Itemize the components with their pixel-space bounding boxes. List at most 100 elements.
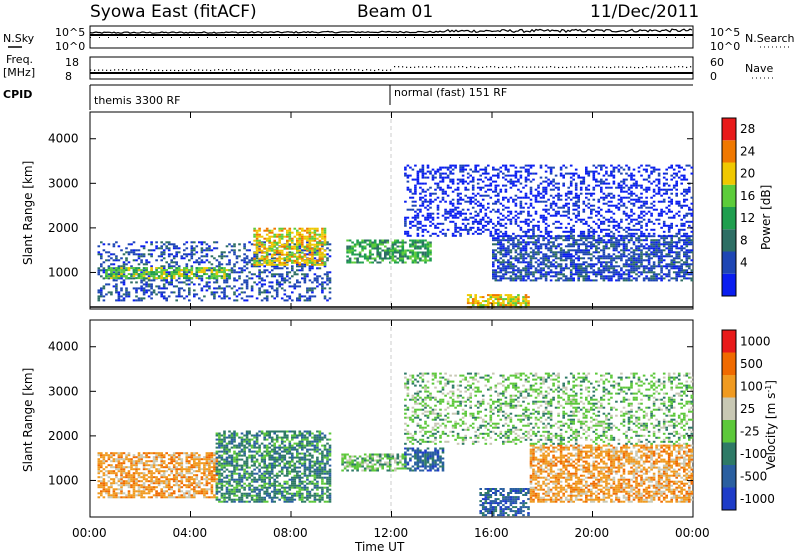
- heatmap-cell: [519, 279, 523, 282]
- heatmap-cell: [100, 265, 103, 268]
- heatmap-cell: [524, 247, 528, 250]
- heatmap-cell: [569, 271, 573, 274]
- heatmap-cell: [600, 239, 603, 242]
- heatmap-cell: [524, 296, 528, 299]
- heatmap-cell: [471, 188, 475, 191]
- heatmap-cell: [549, 235, 553, 238]
- heatmap-cell: [595, 247, 598, 250]
- heatmap-cell: [665, 255, 668, 258]
- heatmap-cell: [539, 200, 543, 203]
- heatmap-cell: [286, 231, 289, 234]
- heatmap-cell: [587, 184, 591, 187]
- heatmap-cell: [97, 251, 101, 254]
- heatmap-cell: [524, 245, 528, 248]
- heatmap-cell: [620, 259, 623, 262]
- nsearch-dot: [531, 37, 532, 38]
- heatmap-cell: [326, 275, 329, 278]
- heatmap-cell: [645, 235, 648, 238]
- heatmap-cell: [471, 206, 475, 209]
- heatmap-cell: [554, 204, 558, 207]
- heatmap-cell: [291, 241, 294, 244]
- heatmap-cell: [524, 251, 528, 254]
- nave-dot: [390, 69, 392, 71]
- heatmap-cell: [301, 263, 304, 266]
- heatmap-cell: [524, 176, 528, 179]
- nsearch-dot: [504, 37, 505, 38]
- heatmap-cell: [539, 196, 543, 199]
- heatmap-cell: [135, 271, 138, 274]
- heatmap-cell: [195, 269, 199, 272]
- heatmap-cell: [683, 178, 686, 181]
- heatmap-cell: [303, 265, 307, 268]
- heatmap-cell: [522, 210, 525, 213]
- heatmap-cell: [539, 275, 543, 278]
- heatmap-cell: [378, 239, 382, 242]
- heatmap-cell: [590, 253, 593, 256]
- heatmap-cell: [298, 261, 302, 264]
- heatmap-cell: [411, 220, 415, 223]
- heatmap-cell: [524, 294, 528, 297]
- heatmap-cell: [223, 277, 226, 280]
- heatmap-cell: [497, 168, 500, 171]
- heatmap-cell: [280, 227, 284, 230]
- heatmap-cell: [358, 251, 362, 254]
- heatmap-cell: [489, 210, 493, 213]
- heatmap-cell: [107, 490, 111, 493]
- heatmap-cell: [431, 168, 435, 171]
- heatmap-cell: [162, 265, 166, 268]
- colorbar-swatch: [722, 207, 736, 230]
- heatmap-cell: [642, 245, 646, 248]
- heatmap-cell: [655, 184, 658, 187]
- heatmap-cell: [507, 263, 510, 266]
- heatmap-cell: [504, 255, 508, 258]
- heatmap-cell: [401, 261, 405, 264]
- heatmap-cell: [97, 452, 101, 455]
- heatmap-cell: [225, 275, 229, 278]
- heatmap-cell: [612, 182, 616, 185]
- heatmap-cell: [582, 271, 586, 274]
- heatmap-cell: [321, 235, 324, 238]
- heatmap-cell: [522, 298, 525, 301]
- heatmap-cell: [564, 237, 568, 240]
- heatmap-cell: [522, 255, 525, 258]
- heatmap-cell: [167, 255, 171, 258]
- heatmap-cell: [554, 194, 558, 197]
- heatmap-cell: [492, 239, 495, 242]
- nave-dot: [642, 66, 644, 69]
- heatmap-cell: [142, 293, 146, 296]
- heatmap-cell: [172, 245, 176, 248]
- heatmap-cell: [667, 184, 671, 187]
- nave-dot: [454, 66, 456, 68]
- heatmap-cell: [321, 251, 324, 254]
- heatmap-cell: [554, 174, 558, 177]
- heatmap-cell: [667, 234, 671, 237]
- heatmap-cell: [577, 269, 580, 272]
- heatmap-cell: [557, 245, 560, 248]
- heatmap-cell: [414, 255, 417, 258]
- nave-dot: [550, 66, 552, 68]
- heatmap-cell: [471, 186, 475, 189]
- heatmap-cell: [451, 204, 455, 207]
- heatmap-cell: [577, 245, 580, 248]
- heatmap-cell: [637, 255, 641, 258]
- heatmap-cell: [459, 164, 462, 167]
- heatmap-cell: [130, 273, 133, 276]
- heatmap-cell: [431, 216, 435, 219]
- heatmap-cell: [509, 277, 513, 280]
- heatmap-cell: [117, 277, 121, 280]
- heatmap-cell: [100, 263, 103, 266]
- nave-dot: [266, 69, 268, 71]
- heatmap-cell: [213, 297, 216, 300]
- heatmap-cell: [296, 281, 299, 284]
- heatmap-cell: [544, 243, 548, 246]
- heatmap-cell: [167, 283, 171, 286]
- heatmap-cell: [524, 253, 528, 256]
- heatmap-cell: [680, 259, 683, 262]
- heatmap-cell: [655, 255, 658, 258]
- heatmap-cell: [253, 259, 256, 262]
- heatmap-cell: [512, 271, 515, 274]
- heatmap-cell: [235, 255, 239, 258]
- heatmap-cell: [497, 192, 500, 195]
- heatmap-cell: [461, 182, 465, 185]
- heatmap-cell: [688, 257, 691, 260]
